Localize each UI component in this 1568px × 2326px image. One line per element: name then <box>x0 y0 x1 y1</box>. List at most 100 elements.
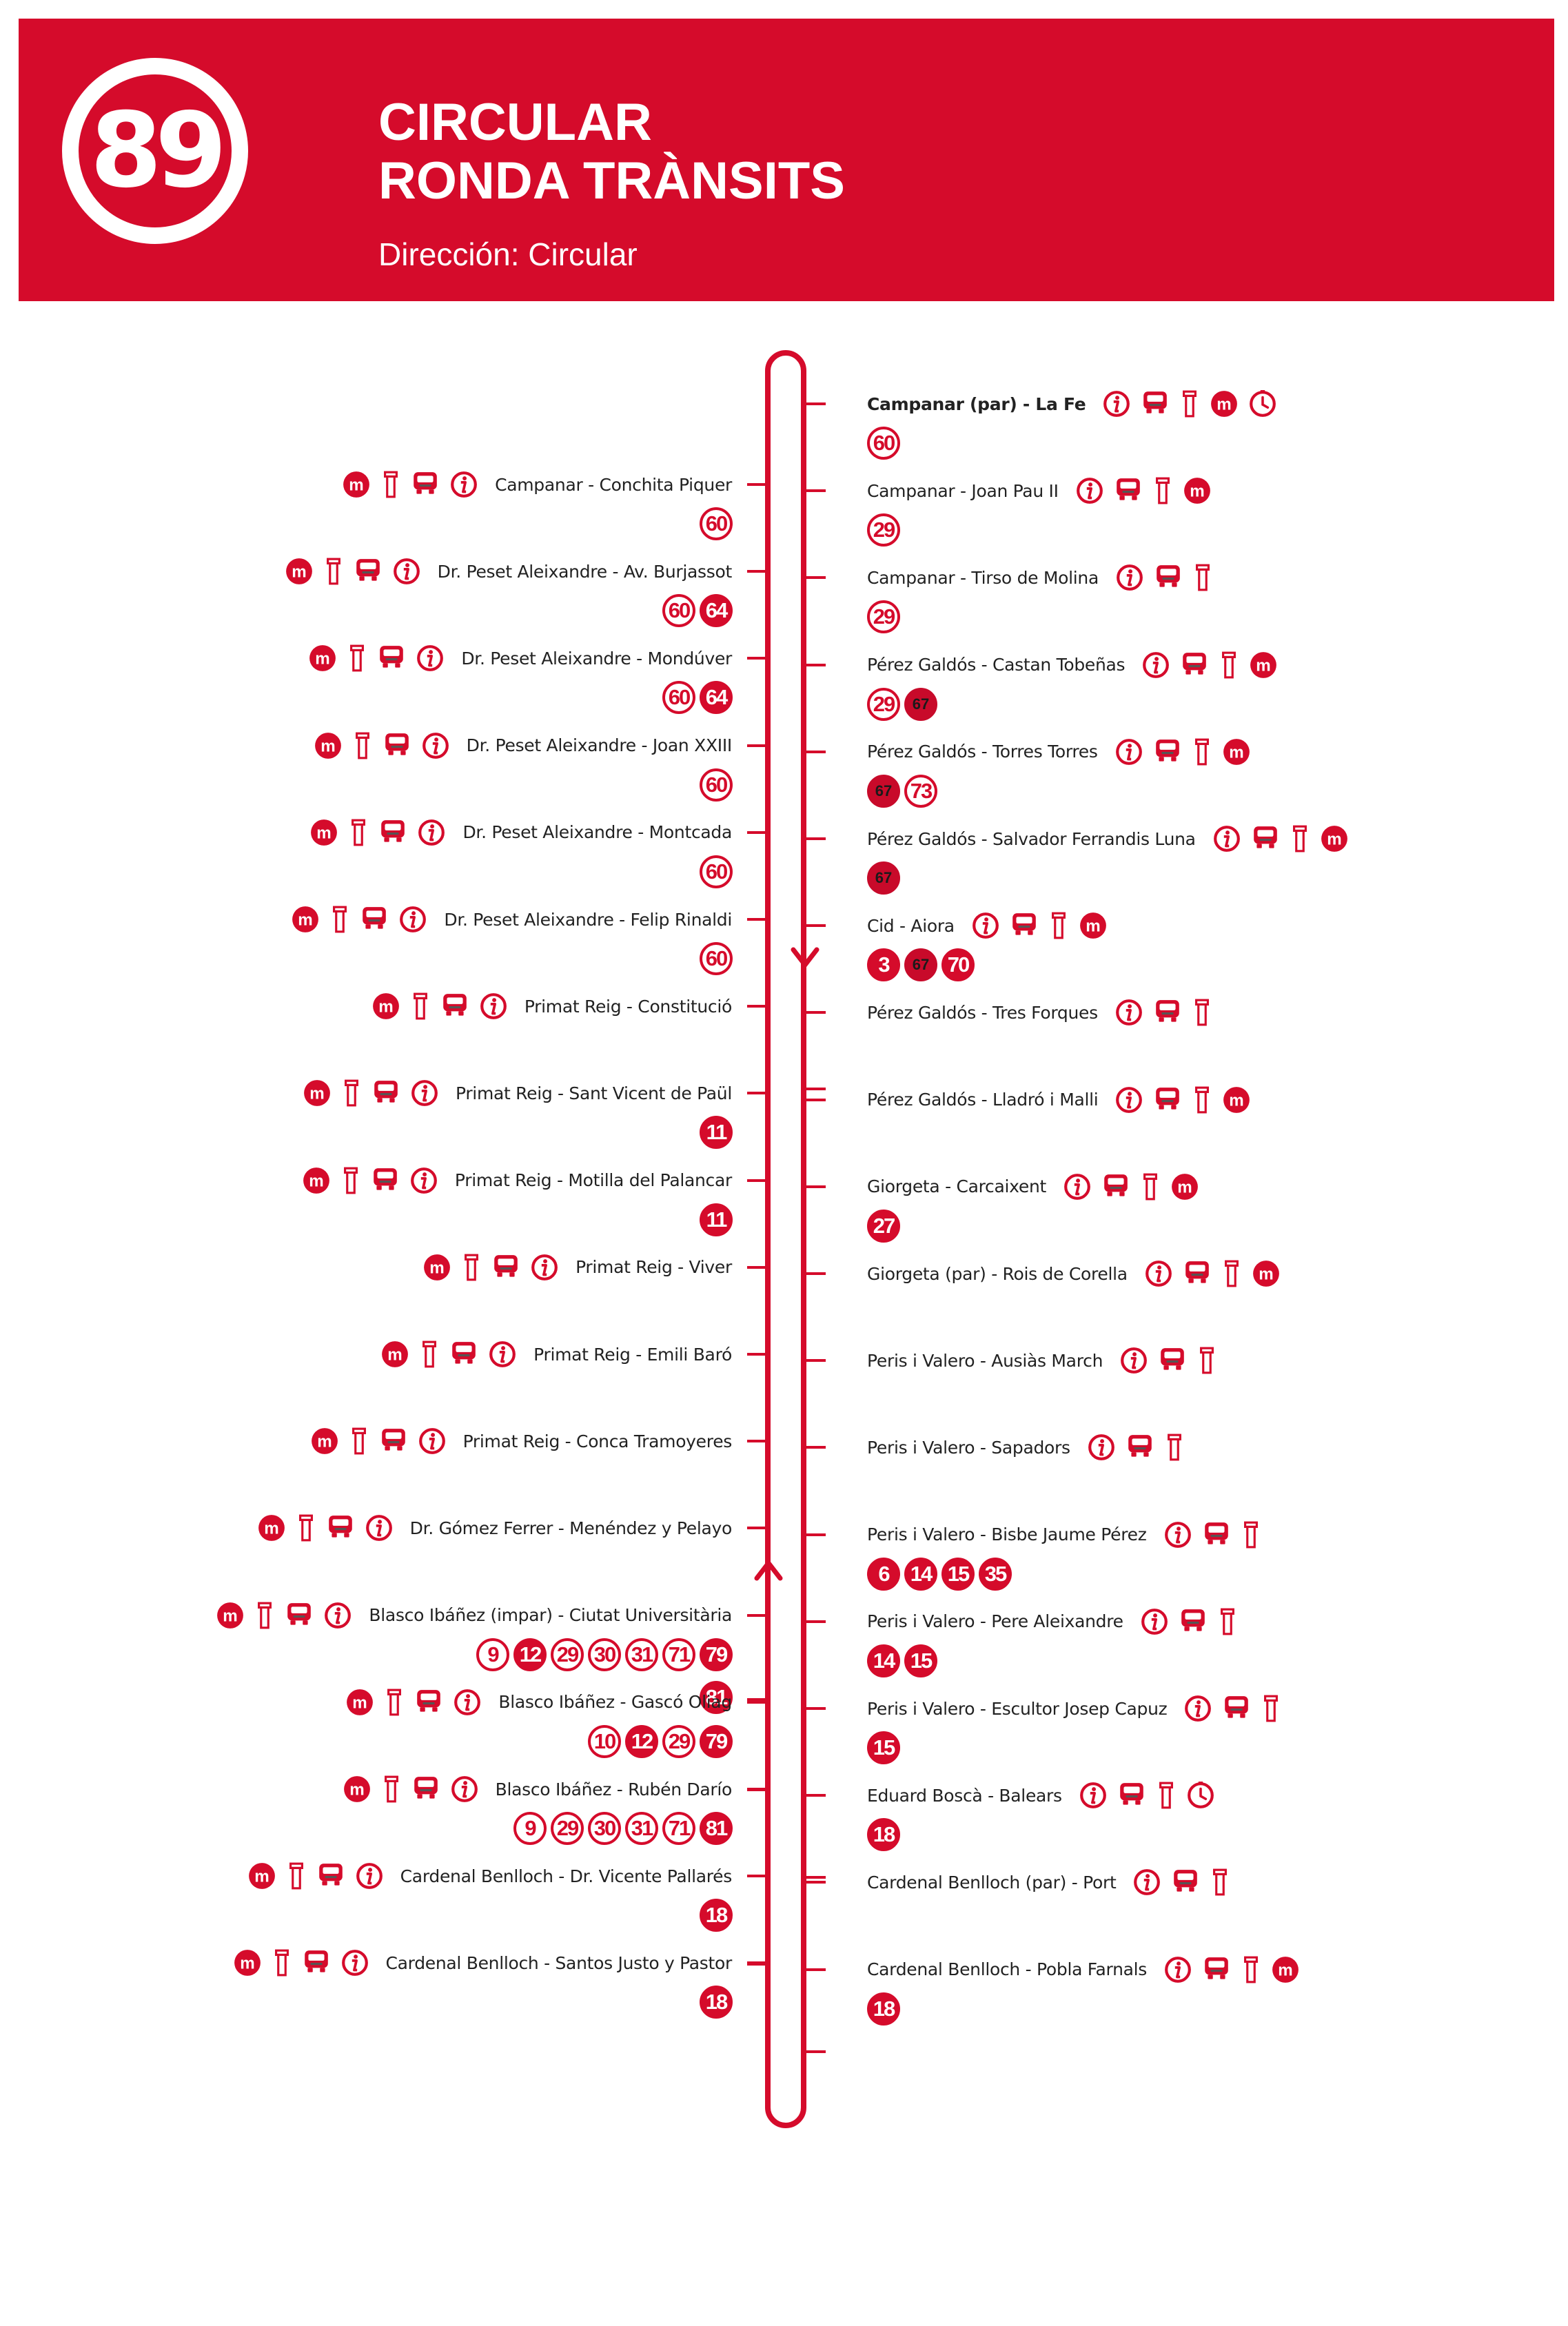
stop-row[interactable]: Cardenal Benlloch - Santos Justo y Pasto… <box>233 1944 732 1982</box>
stop-row[interactable]: Dr. Gómez Ferrer - Menéndez y Pelayo m <box>257 1509 732 1547</box>
line-badge-29[interactable]: 29 <box>867 513 900 547</box>
line-badge-14[interactable]: 14 <box>904 1557 937 1591</box>
stop-row[interactable]: Pérez Galdós - Salvador Ferrandis Luna m <box>867 819 1349 858</box>
line-badge-60[interactable]: 60 <box>867 427 900 460</box>
line-badge-60[interactable]: 60 <box>700 942 733 975</box>
line-badge-14[interactable]: 14 <box>867 1644 900 1677</box>
stop-row[interactable]: Campanar - Conchita Piquer m <box>342 465 732 504</box>
bus-icon <box>326 1513 355 1542</box>
line-badge-35[interactable]: 35 <box>979 1557 1012 1591</box>
stop-row[interactable]: Dr. Peset Aleixandre - Joan XXIII m <box>314 726 732 765</box>
line-badge-12[interactable]: 12 <box>625 1724 658 1758</box>
line-badge-60[interactable]: 60 <box>700 855 733 888</box>
line-badge-18[interactable]: 18 <box>867 1818 900 1852</box>
line-badge-29[interactable]: 29 <box>867 600 900 634</box>
line-badge-27[interactable]: 27 <box>867 1209 900 1243</box>
line-badge-60[interactable]: 60 <box>700 507 733 540</box>
line-badge-67[interactable]: 67 <box>904 687 937 721</box>
line-badge-11[interactable]: 11 <box>700 1116 733 1150</box>
line-badge-18[interactable]: 18 <box>700 1899 733 1932</box>
line-badge-60[interactable]: 60 <box>700 768 733 802</box>
stop-row[interactable]: Peris i Valero - Sapadors <box>867 1428 1185 1467</box>
stop-row[interactable]: Campanar (par) - La Fe m <box>867 385 1277 423</box>
line-badge-29[interactable]: 29 <box>662 1724 695 1758</box>
clock-icon <box>1248 389 1277 418</box>
line-badge-64[interactable]: 64 <box>700 681 733 715</box>
stop-row[interactable]: Dr. Peset Aleixandre - Montcada m <box>309 813 732 852</box>
line-badge-15[interactable]: 15 <box>904 1644 937 1677</box>
line-badge-73[interactable]: 73 <box>904 774 937 808</box>
stop-row[interactable]: Blasco Ibáñez (impar) - Ciutat Universit… <box>216 1596 732 1635</box>
stop-row[interactable]: Primat Reig - Sant Vicent de Paül m <box>303 1074 732 1112</box>
stop-row[interactable]: Giorgeta (par) - Rois de Corella m <box>867 1254 1281 1293</box>
stop-row[interactable]: Peris i Valero - Ausiàs March <box>867 1341 1217 1380</box>
line-badge-60[interactable]: 60 <box>662 594 695 628</box>
metro-icon: m <box>342 470 371 499</box>
stop-row[interactable]: Pérez Galdós - Tres Forques <box>867 993 1212 1032</box>
stop-row[interactable]: Cardenal Benlloch (par) - Port <box>867 1863 1230 1901</box>
stop-row[interactable]: Campanar - Joan Pau II m <box>867 471 1212 510</box>
stop-services: m <box>1063 1172 1199 1201</box>
line-badge-6[interactable]: 6 <box>867 1557 900 1591</box>
line-badge-3[interactable]: 3 <box>867 948 900 982</box>
line-badge-12[interactable]: 12 <box>513 1638 547 1671</box>
line-badge-67[interactable]: 67 <box>867 774 900 808</box>
line-badge-31[interactable]: 31 <box>625 1812 658 1845</box>
bus-icon <box>371 1166 400 1195</box>
stop-row[interactable]: Peris i Valero - Pere Aleixandre <box>867 1602 1238 1641</box>
line-badge-9[interactable]: 9 <box>513 1812 547 1845</box>
line-badge-29[interactable]: 29 <box>867 687 900 721</box>
line-badge-18[interactable]: 18 <box>700 1986 733 2019</box>
connecting-lines: 3 67 70 <box>867 948 975 988</box>
stop-row[interactable]: Eduard Boscà - Balears <box>867 1776 1215 1815</box>
bus-icon <box>449 1340 478 1369</box>
stop-row[interactable]: Pérez Galdós - Torres Torres m <box>867 733 1251 771</box>
line-badge-29[interactable]: 29 <box>551 1638 584 1671</box>
stop-row[interactable]: Primat Reig - Conca Tramoyeres m <box>310 1422 732 1460</box>
stop-row[interactable]: Pérez Galdós - Lladró i Malli m <box>867 1081 1251 1119</box>
stop-row[interactable]: Cardenal Benlloch - Pobla Farnals m <box>867 1950 1300 1989</box>
stop-services: m <box>303 1079 439 1108</box>
stop-row[interactable]: Primat Reig - Emili Baró m <box>380 1335 732 1374</box>
clock-icon <box>1186 1781 1215 1810</box>
line-badge-10[interactable]: 10 <box>588 1724 621 1758</box>
line-badge-15[interactable]: 15 <box>941 1557 975 1591</box>
stop-row[interactable]: Dr. Peset Aleixandre - Mondúver m <box>308 639 732 677</box>
stop-row[interactable]: Pérez Galdós - Castan Tobeñas m <box>867 646 1278 684</box>
line-badge-79[interactable]: 79 <box>700 1638 733 1671</box>
stop-row[interactable]: Dr. Peset Aleixandre - Felip Rinaldi m <box>291 900 732 939</box>
line-badge-81[interactable]: 81 <box>700 1812 733 1845</box>
line-badge-9[interactable]: 9 <box>476 1638 509 1671</box>
line-badge-64[interactable]: 64 <box>700 594 733 628</box>
stop-row[interactable]: Peris i Valero - Escultor Josep Capuz <box>867 1689 1281 1728</box>
stop-row[interactable]: Blasco Ibáñez - Gascó Oliag m <box>345 1683 732 1722</box>
stop-row[interactable]: Cid - Aiora m <box>867 906 1108 945</box>
stop-row[interactable]: Primat Reig - Constitució m <box>371 987 732 1026</box>
stop-name: Campanar - Joan Pau II <box>867 480 1059 501</box>
line-badge-30[interactable]: 30 <box>588 1812 621 1845</box>
line-badge-79[interactable]: 79 <box>700 1724 733 1758</box>
stop-row[interactable]: Cardenal Benlloch - Dr. Vicente Pallarés… <box>247 1857 732 1895</box>
stop-pole-icon <box>349 1427 369 1456</box>
line-badge-31[interactable]: 31 <box>625 1638 658 1671</box>
line-badge-70[interactable]: 70 <box>941 948 975 982</box>
stop-row[interactable]: Primat Reig - Viver m <box>422 1248 732 1287</box>
line-badge-18[interactable]: 18 <box>867 1992 900 2026</box>
line-badge-30[interactable]: 30 <box>588 1638 621 1671</box>
line-badge-67[interactable]: 67 <box>867 861 900 895</box>
stop-row[interactable]: Campanar - Tirso de Molina <box>867 558 1213 597</box>
stop-row[interactable]: Blasco Ibáñez - Rubén Darío m <box>343 1770 732 1808</box>
stop-row[interactable]: Giorgeta - Carcaixent m <box>867 1167 1199 1206</box>
line-badge-71[interactable]: 71 <box>662 1812 695 1845</box>
line-badge-15[interactable]: 15 <box>867 1731 900 1764</box>
line-badge-67[interactable]: 67 <box>904 948 937 982</box>
line-badge-60[interactable]: 60 <box>662 681 695 715</box>
metro-icon: m <box>1079 911 1108 940</box>
line-badge-11[interactable]: 11 <box>700 1203 733 1236</box>
line-badge-71[interactable]: 71 <box>662 1638 695 1671</box>
stop-row[interactable]: Peris i Valero - Bisbe Jaume Pérez <box>867 1516 1261 1554</box>
line-badge-81[interactable]: 81 <box>700 1680 733 1714</box>
stop-row[interactable]: Primat Reig - Motilla del Palancar m <box>302 1161 732 1200</box>
line-badge-29[interactable]: 29 <box>551 1812 584 1845</box>
stop-row[interactable]: Dr. Peset Aleixandre - Av. Burjassot m <box>285 552 732 591</box>
